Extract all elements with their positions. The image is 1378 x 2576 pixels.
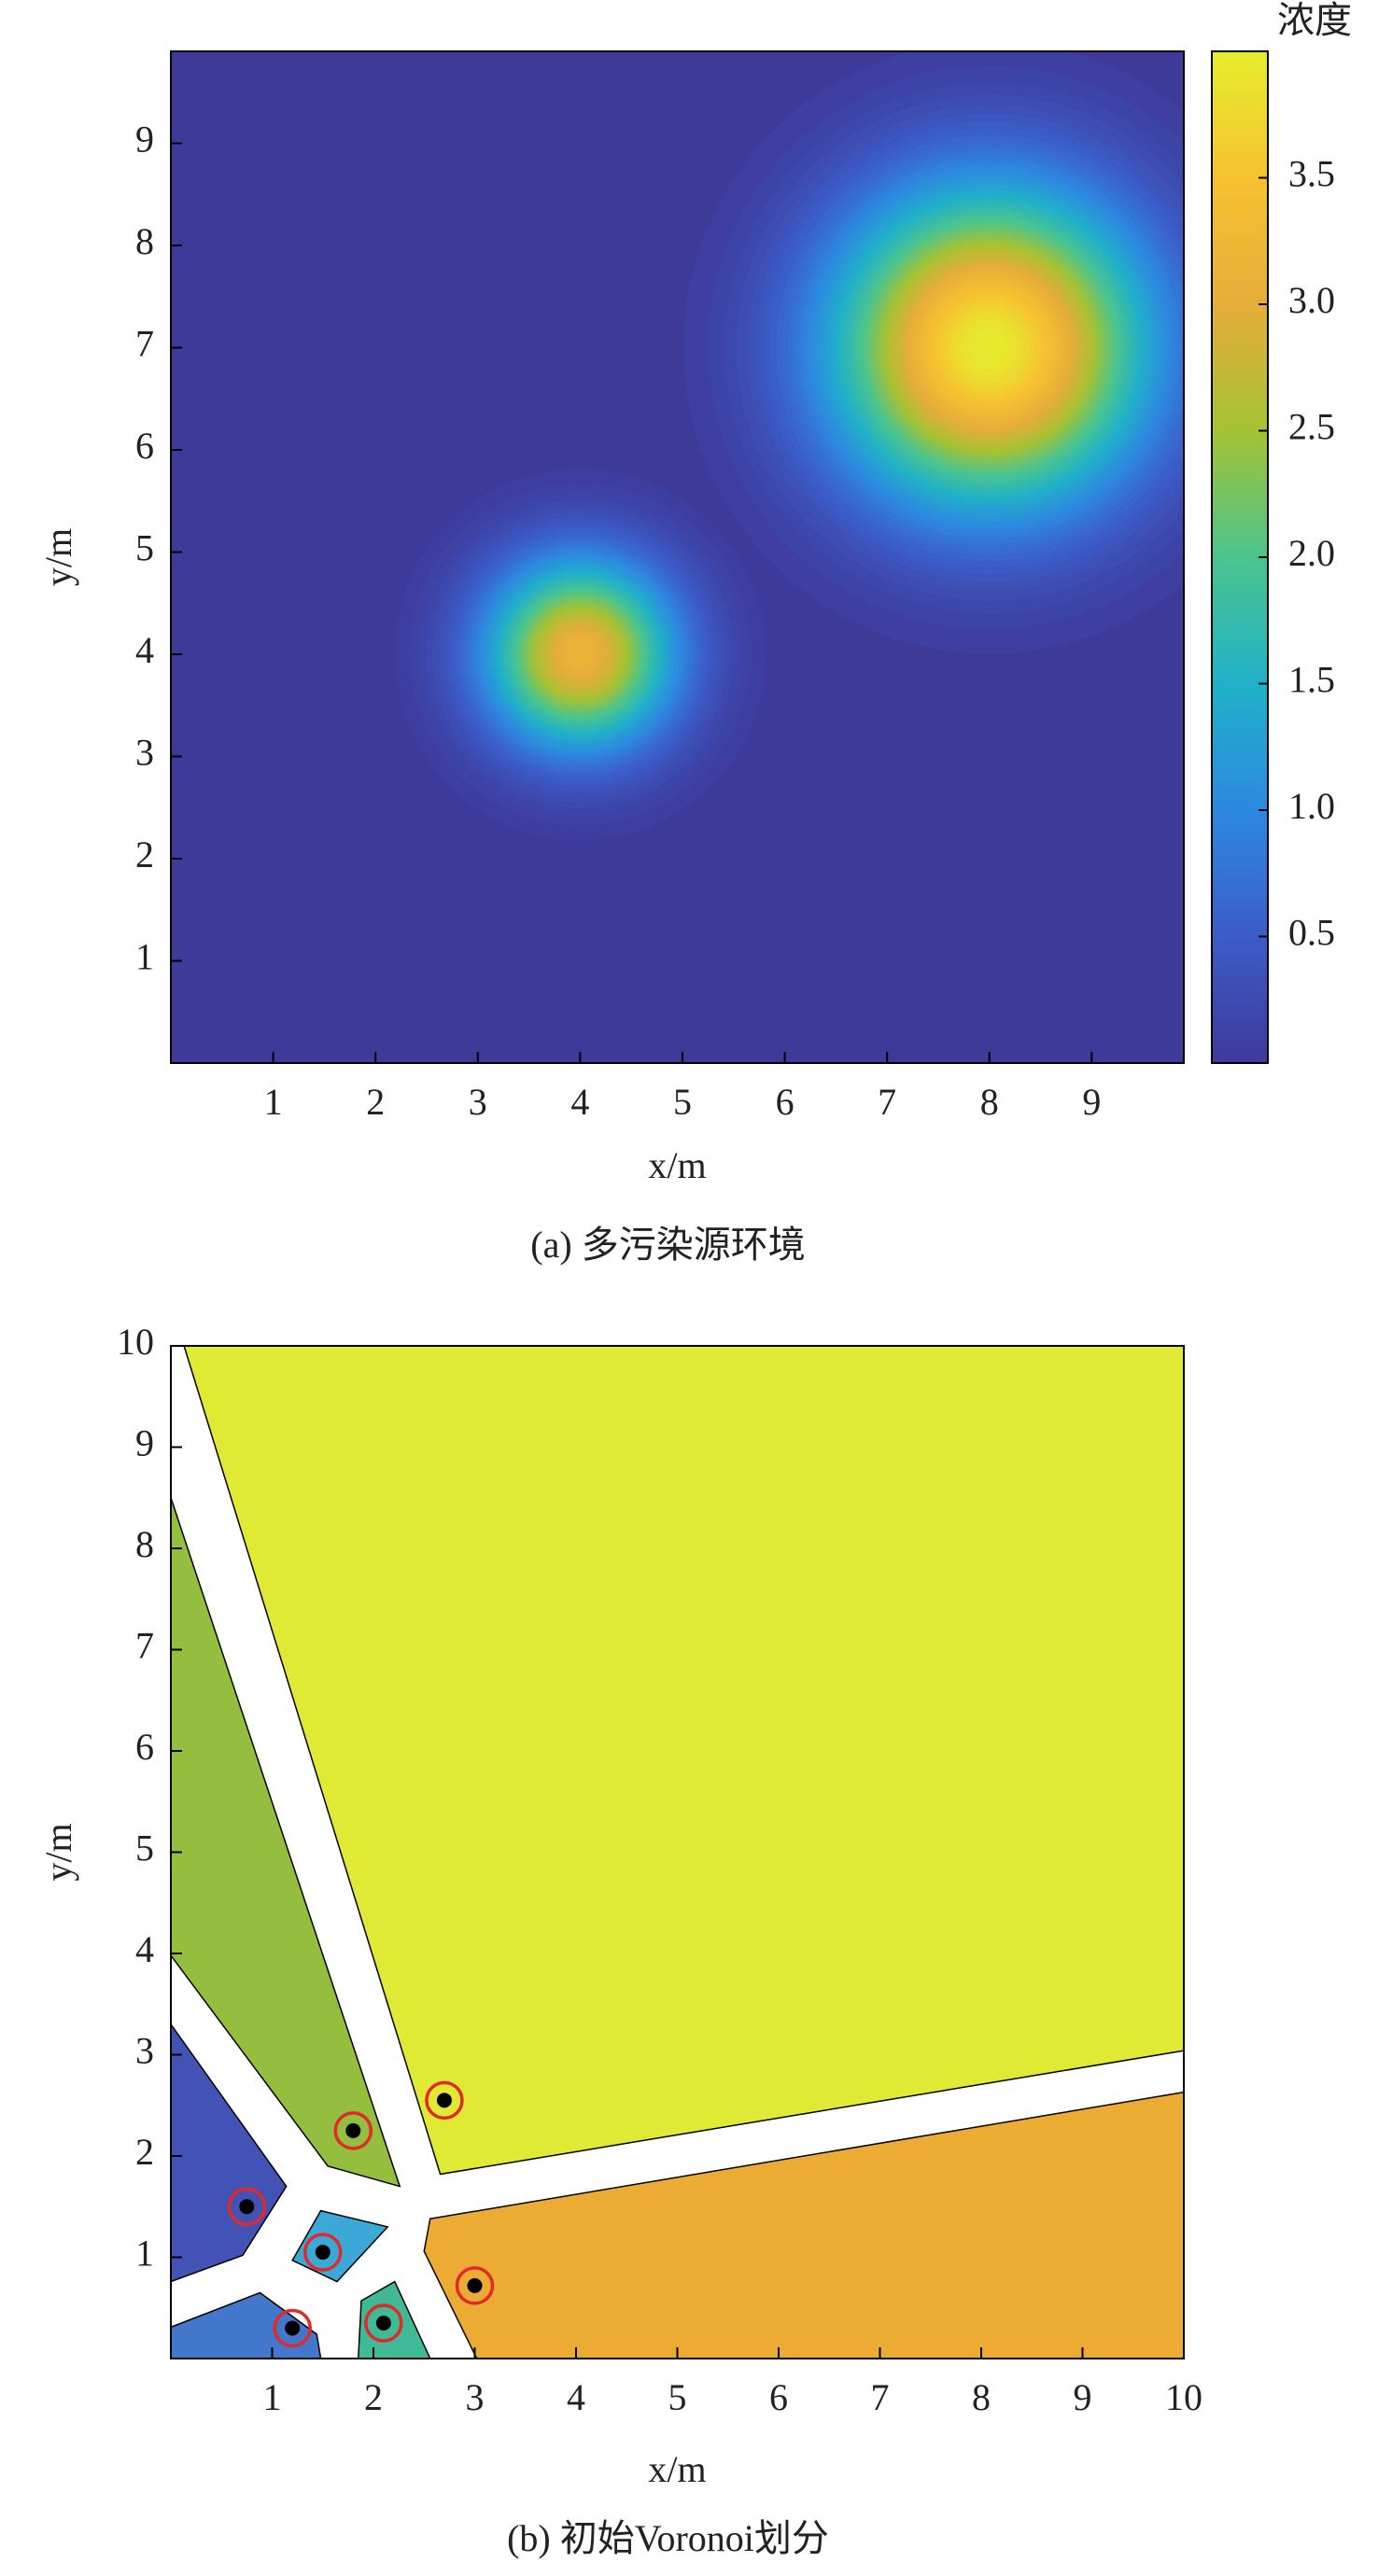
x-tick-label: 4	[570, 1081, 589, 1123]
agent	[436, 2093, 452, 2108]
x-tick-label: 5	[668, 2376, 687, 2418]
y-tick-label: 4	[135, 1928, 154, 1970]
y-tick-label: 8	[135, 1523, 154, 1565]
x-tick-label: 10	[1165, 2376, 1202, 2418]
colorbar-title: 浓度	[1277, 0, 1352, 41]
agent-ring	[273, 2308, 312, 2348]
agent-ring	[364, 2303, 403, 2343]
colorbar-tick-label: 3.0	[1288, 279, 1335, 321]
agent-ring	[425, 2080, 464, 2121]
voronoi-cell	[357, 2280, 431, 2359]
x-tick-label: 8	[972, 2376, 991, 2418]
y-tick-label: 6	[135, 1726, 154, 1768]
y-tick-label: 5	[135, 527, 154, 569]
colorbar-tick-label: 2.0	[1288, 532, 1335, 574]
agent	[375, 2316, 391, 2331]
x-tick-label: 1	[263, 2376, 282, 2418]
agent	[239, 2199, 255, 2215]
agent-ring	[227, 2187, 267, 2226]
agent	[315, 2245, 330, 2261]
x-tick-label: 3	[469, 1081, 487, 1123]
chart-panel: 1 2 3 4 5 6 7 8 9 10 1 2 3 4 5 6 7 8 9 10 x/m y/m (b) 初始Vorono…	[37, 1321, 1202, 2559]
concentration-ring	[969, 328, 1010, 368]
x-tick-label: 3	[466, 2376, 485, 2418]
y-tick-label: 2	[135, 2131, 154, 2173]
x-tick-label: 9	[1082, 1081, 1101, 1123]
x-tick-label: 9	[1074, 2376, 1092, 2418]
agent	[467, 2277, 483, 2293]
x-tick-label: 1	[264, 1081, 283, 1123]
y-axis-label: y/m	[37, 528, 79, 586]
y-tick-label: 3	[135, 2030, 154, 2072]
y-tick-label: 9	[135, 1422, 154, 1464]
y-tick-label: 1	[135, 936, 154, 978]
plot-frame	[170, 50, 1185, 1064]
colorbar-tick-label: 0.5	[1288, 912, 1335, 954]
y-tick-label: 7	[135, 1625, 154, 1667]
x-tick-label: 8	[980, 1081, 999, 1123]
agent-ring	[333, 2111, 373, 2150]
agent	[285, 2320, 301, 2336]
x-tick-label: 6	[769, 2376, 788, 2418]
chart-panel: 0.5 1.0 1.5 2.0 2.5 3.0 3.5 浓度 1 2 3 4 5 6 7 8 9 1 2 3 4 5 6 7 8…	[37, 0, 1352, 1266]
concentration-ring	[568, 642, 593, 666]
y-tick-label: 1	[135, 2233, 154, 2275]
heatmap	[171, 51, 1184, 1063]
x-tick-label: 2	[364, 2376, 383, 2418]
y-tick-label: 8	[135, 220, 154, 262]
y-tick-label: 5	[135, 1827, 154, 1869]
x-tick-label: 7	[871, 2376, 890, 2418]
caption: (b) 初始Voronoi划分	[507, 2517, 829, 2559]
y-axis-label: y/m	[37, 1823, 79, 1881]
x-tick-label: 5	[673, 1081, 692, 1123]
x-tick-label: 2	[366, 1081, 385, 1123]
agent-ring	[303, 2233, 343, 2272]
x-tick-label: 7	[878, 1081, 896, 1123]
y-tick-label: 10	[117, 1321, 154, 1363]
x-axis-label: x/m	[648, 2448, 706, 2490]
y-tick-label: 7	[135, 323, 154, 365]
x-axis-label: x/m	[648, 1144, 706, 1186]
colorbar-tick-label: 2.5	[1288, 406, 1335, 448]
y-tick-label: 4	[135, 629, 154, 671]
y-tick-label: 6	[135, 425, 154, 467]
agent	[345, 2122, 361, 2138]
y-tick-label: 9	[135, 119, 154, 161]
colorbar-tick-label: 1.0	[1288, 785, 1335, 827]
agent-ring	[455, 2266, 495, 2305]
caption: (a) 多污染源环境	[530, 1224, 805, 1266]
colorbar-tick-label: 3.5	[1288, 153, 1335, 195]
y-tick-label: 2	[135, 833, 154, 875]
y-tick-label: 3	[135, 732, 154, 774]
x-tick-label: 4	[567, 2376, 585, 2418]
colorbar-tick-label: 1.5	[1288, 659, 1335, 701]
x-tick-label: 6	[776, 1081, 794, 1123]
